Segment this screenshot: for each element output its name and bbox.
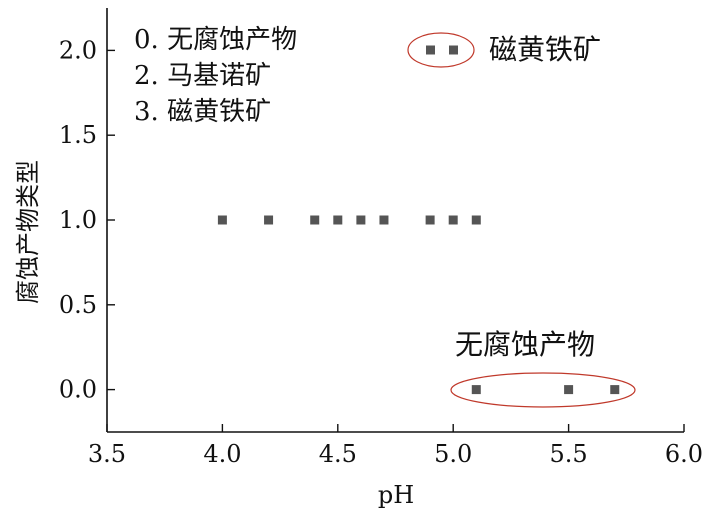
annotation-no-product: 无腐蚀产物 xyxy=(450,328,636,408)
x-tick-label: 6.0 xyxy=(665,440,703,468)
y-tick-label: 1.0 xyxy=(59,206,97,234)
y-tick-label: 0.0 xyxy=(59,376,97,404)
annotation-ellipse-pyrrhotite xyxy=(407,32,475,68)
x-tick-label: 4.0 xyxy=(203,440,241,468)
x-tick-label: 4.5 xyxy=(319,440,357,468)
x-tick-label: 3.5 xyxy=(88,440,126,468)
x-axis-title: pH xyxy=(378,481,414,509)
annotation-marker xyxy=(426,45,435,55)
annotation-pyrrhotite: 磁黄铁矿 xyxy=(407,32,601,68)
annotation-label-no-product: 无腐蚀产物 xyxy=(455,328,595,361)
y-axis-title: 腐蚀产物类型 xyxy=(14,160,42,304)
data-point xyxy=(610,385,620,395)
data-point xyxy=(471,385,481,395)
data-point xyxy=(333,215,343,225)
data-point xyxy=(448,215,458,225)
y-tick-label: 2.0 xyxy=(59,36,97,64)
data-point xyxy=(471,215,481,225)
legend-item-3: 3. 磁黄铁矿 xyxy=(134,97,271,127)
tick-marks xyxy=(106,49,685,432)
data-points xyxy=(217,215,620,395)
legend-item-2: 2. 马基诺矿 xyxy=(134,61,271,91)
legend-item-0: 0. 无腐蚀产物 xyxy=(134,25,297,55)
data-point xyxy=(310,215,320,225)
tick-labels: 3.5 4.0 4.5 5.0 5.5 6.0 0.0 0.5 1.0 1.5 2.0 xyxy=(59,36,703,468)
y-tick-label: 0.5 xyxy=(59,291,97,319)
data-point xyxy=(264,215,274,225)
annotation-ellipse-no-product xyxy=(450,372,636,408)
x-tick-label: 5.5 xyxy=(550,440,588,468)
data-point xyxy=(425,215,435,225)
x-tick-label: 5.0 xyxy=(434,440,472,468)
data-point xyxy=(564,385,574,395)
y-tick-label: 1.5 xyxy=(59,121,97,149)
legend: 0. 无腐蚀产物 2. 马基诺矿 3. 磁黄铁矿 xyxy=(134,25,297,127)
data-point xyxy=(379,215,389,225)
annotation-label-pyrrhotite: 磁黄铁矿 xyxy=(489,33,601,66)
data-point xyxy=(356,215,366,225)
data-point xyxy=(217,215,227,225)
annotation-marker xyxy=(449,45,458,55)
